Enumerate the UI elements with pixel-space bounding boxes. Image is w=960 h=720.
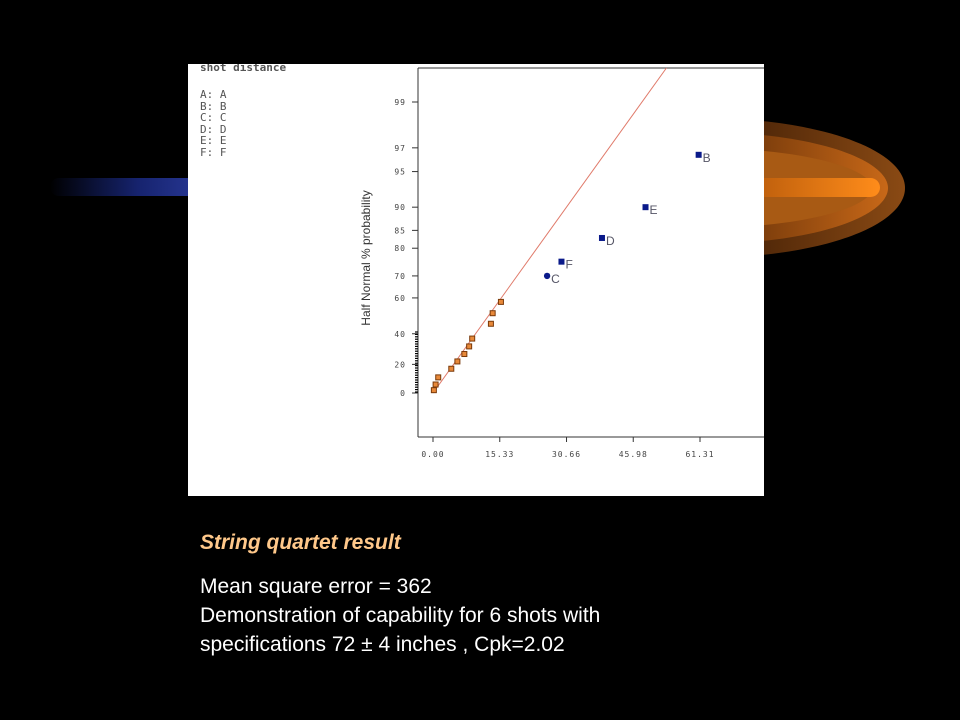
effect-label: D xyxy=(606,234,615,248)
error-point xyxy=(432,381,439,388)
slide-subtitle: String quartet result xyxy=(200,531,401,554)
blue-streak xyxy=(50,178,210,196)
error-point xyxy=(497,298,504,305)
effect-point xyxy=(598,234,605,241)
plot-panel: 0 20 40 60 70 80 85 90 95 97 99 0.00 15.33 30.66 45.98… xyxy=(188,64,764,496)
caption-body: Mean square error = 362 Demonstration of… xyxy=(200,572,600,659)
error-point xyxy=(448,365,455,372)
legend-item: B: B xyxy=(200,99,227,113)
effect-point xyxy=(558,258,565,265)
error-point xyxy=(469,335,476,342)
error-point xyxy=(430,387,437,394)
legend-title: shot distance xyxy=(200,64,287,74)
y-tick-label: 90 xyxy=(394,203,406,212)
y-tick-label: 95 xyxy=(394,168,406,177)
y-tick-label: 97 xyxy=(394,144,406,153)
error-point xyxy=(454,358,461,365)
y-tick-label: 60 xyxy=(394,294,406,303)
half-normal-plot: 0 20 40 60 70 80 85 90 95 97 99 0.00 15.33 30.66 45.98… xyxy=(359,67,764,459)
legend-item: D: D xyxy=(200,122,227,136)
effect-label: F xyxy=(565,258,572,272)
x-tick-label: 15.33 xyxy=(485,450,514,459)
effect-label: B xyxy=(703,151,711,165)
legend: shot distance A: A B: B C: C D: D E: E F: F xyxy=(200,64,286,159)
y-tick-label: 0 xyxy=(400,389,406,398)
error-point xyxy=(487,320,494,327)
y-axis-label: Half Normal % probability xyxy=(359,190,373,325)
effect-point xyxy=(695,151,702,158)
error-point xyxy=(435,374,442,381)
x-tick-label: 30.66 xyxy=(552,450,581,459)
legend-item: E: E xyxy=(200,134,227,148)
legend-list: A: A B: B C: C D: D E: E F: F xyxy=(200,89,286,159)
effect-point xyxy=(543,272,551,280)
y-tick-label: 70 xyxy=(394,272,406,281)
caption-line-demonstration: Demonstration of capability for 6 shots … xyxy=(200,604,601,627)
error-point xyxy=(489,310,496,317)
legend-item: F: F xyxy=(200,145,227,159)
effect-label: E xyxy=(650,203,658,217)
y-tick-label: 85 xyxy=(394,226,406,235)
effect-point xyxy=(642,204,649,211)
caption-line-mse: Mean square error = 362 xyxy=(200,575,432,598)
y-tick-label: 99 xyxy=(394,98,406,107)
x-tick-label: 45.98 xyxy=(619,450,648,459)
legend-item: C: C xyxy=(200,111,227,125)
y-tick-label: 40 xyxy=(394,330,406,339)
y-tick-label: 20 xyxy=(394,360,406,369)
caption-line-specifications: specifications 72 ± 4 inches , Cpk=2.02 xyxy=(200,633,565,656)
error-point xyxy=(466,343,473,350)
error-point xyxy=(461,351,468,358)
x-tick-label: 0.00 xyxy=(421,450,444,459)
y-tick-label: 80 xyxy=(394,244,406,253)
legend-item: A: A xyxy=(200,88,227,101)
x-tick-label: 61.31 xyxy=(685,450,714,459)
effect-label: C xyxy=(551,272,560,286)
